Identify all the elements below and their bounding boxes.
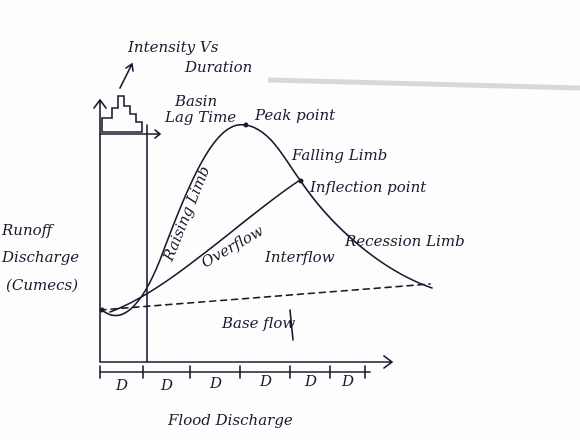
peak-dot (243, 122, 249, 128)
title-line: Duration (184, 58, 252, 76)
duration: D (341, 372, 354, 390)
label: Recession Limb (344, 232, 465, 250)
hyetograph (101, 95, 143, 133)
inflection-dot (298, 178, 304, 184)
label: Falling Limb (291, 146, 387, 164)
baseline (99, 283, 431, 311)
x-axis-label: Flood Discharge (167, 411, 293, 429)
title-line: Intensity Vs (127, 38, 219, 56)
overflow-line (109, 179, 301, 313)
duration: D (304, 372, 317, 390)
label: Lag Time (164, 108, 236, 126)
duration: D (259, 372, 272, 390)
start-dot (99, 307, 105, 313)
arrow (119, 62, 134, 89)
y-axis-label: (Cumecs) (6, 276, 78, 294)
label: Peak point (254, 106, 336, 124)
duration-bar (99, 365, 371, 379)
label: Base flow (221, 314, 295, 332)
lag-arrow (99, 129, 162, 139)
label: Inflection point (309, 178, 427, 196)
duration: D (160, 376, 173, 394)
duration: D (115, 376, 128, 394)
axes (93, 98, 394, 369)
label: Basin (174, 92, 217, 110)
smudge (267, 77, 580, 91)
duration: D (209, 374, 222, 392)
y-axis-label: Discharge (1, 248, 79, 266)
y-axis-label: Runoff (1, 221, 55, 239)
tick (289, 309, 294, 341)
label: Interflow (264, 248, 335, 266)
